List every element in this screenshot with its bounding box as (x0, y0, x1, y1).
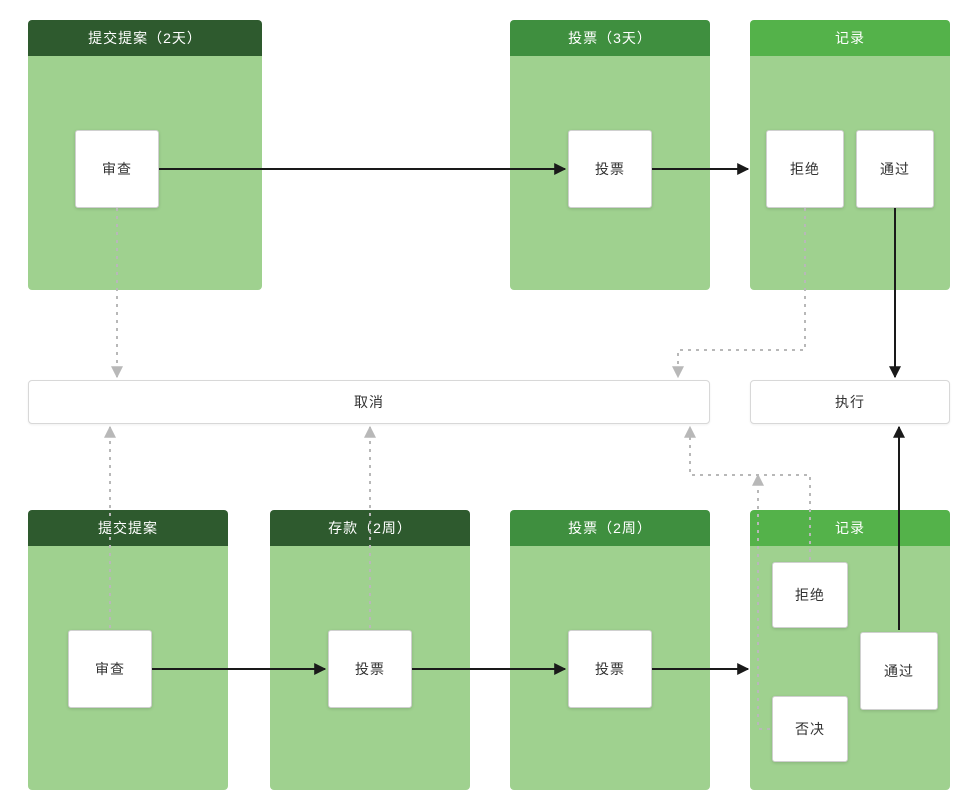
node-n_pass_bot: 通过 (860, 632, 938, 710)
stage-header: 提交提案 (28, 510, 228, 546)
node-n_review_bot: 审查 (68, 630, 152, 708)
stage-header: 存款（2周） (270, 510, 470, 546)
node-n_vote_top: 投票 (568, 130, 652, 208)
node-n_reject_bot: 拒绝 (772, 562, 848, 628)
node-n_vote_bot1: 投票 (328, 630, 412, 708)
node-n_vote_bot2: 投票 (568, 630, 652, 708)
flowchart-diagram: 提交提案（2天）投票（3天）记录提交提案存款（2周）投票（2周）记录审查投票拒绝… (0, 0, 972, 810)
stage-header: 记录 (750, 510, 950, 546)
bar-bar_cancel: 取消 (28, 380, 710, 424)
stage-header: 投票（3天） (510, 20, 710, 56)
stage-header: 提交提案（2天） (28, 20, 262, 56)
node-n_reject_top: 拒绝 (766, 130, 844, 208)
bar-bar_execute: 执行 (750, 380, 950, 424)
node-n_pass_top: 通过 (856, 130, 934, 208)
node-n_veto_bot: 否决 (772, 696, 848, 762)
stage-header: 投票（2周） (510, 510, 710, 546)
node-n_review_top: 审查 (75, 130, 159, 208)
stage-header: 记录 (750, 20, 950, 56)
